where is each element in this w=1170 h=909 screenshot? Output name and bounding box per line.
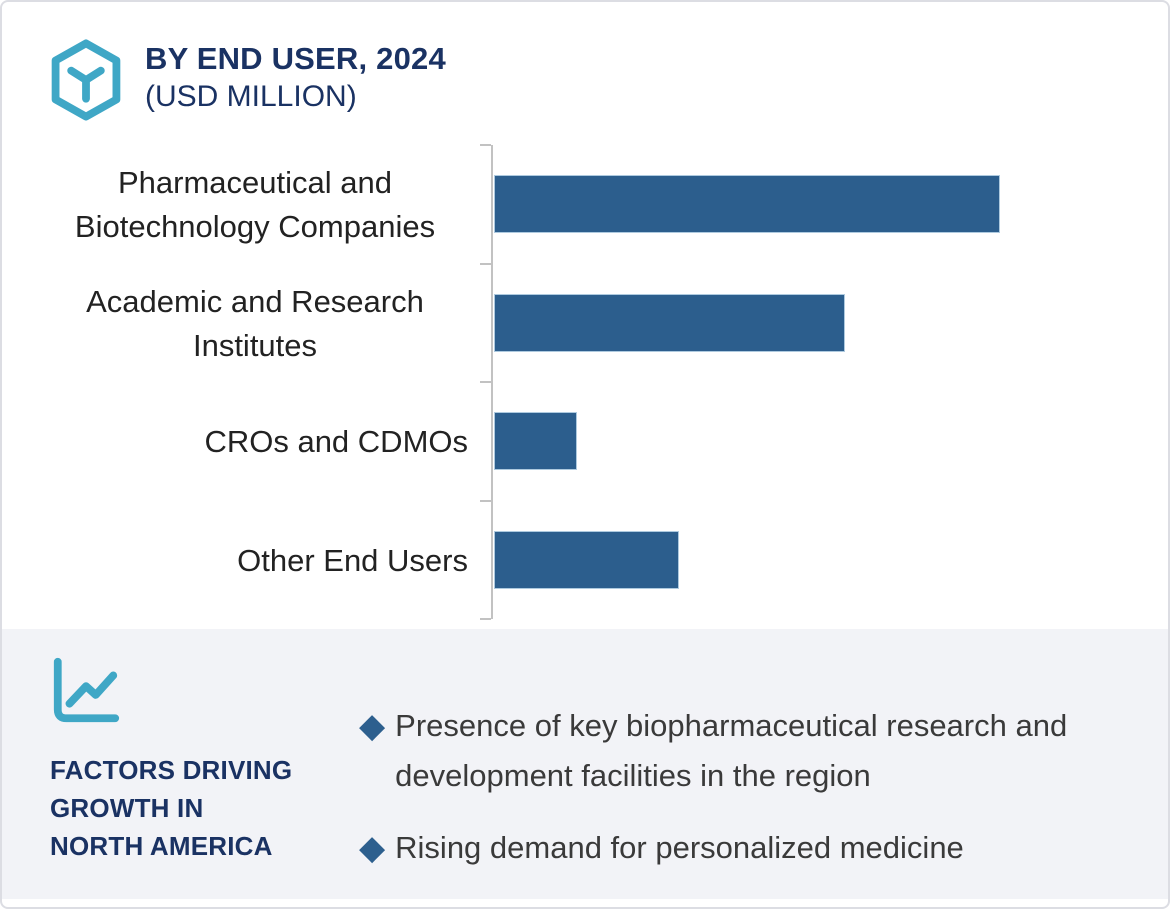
list-item: ◆ Presence of key biopharmaceutical rese… bbox=[359, 701, 1095, 801]
factors-heading-line: NORTH AMERICA bbox=[50, 831, 273, 861]
chart-area: Pharmaceutical and Biotechnology Compani… bbox=[2, 2, 1168, 629]
bar-1 bbox=[494, 175, 1000, 233]
axis-tick bbox=[480, 144, 491, 146]
factors-heading-line: FACTORS DRIVING bbox=[50, 755, 293, 785]
bar-4 bbox=[494, 531, 679, 589]
diamond-bullet-icon: ◆ bbox=[359, 829, 386, 867]
axis-tick bbox=[480, 381, 491, 383]
category-label: CROs and CDMOs bbox=[204, 423, 468, 459]
bullet-text: Presence of key biopharmaceutical resear… bbox=[395, 708, 1068, 793]
category-label: Academic and Research Institutes bbox=[86, 283, 424, 363]
category-axis-line bbox=[491, 145, 493, 619]
page-title: BY END USER, 2024 (USD MILLION) bbox=[145, 38, 446, 116]
chart-units: (USD MILLION) bbox=[145, 80, 357, 113]
factors-heading-line: GROWTH IN bbox=[50, 793, 204, 823]
factors-heading: FACTORS DRIVING GROWTH IN NORTH AMERICA bbox=[50, 751, 292, 865]
line-chart-icon bbox=[53, 657, 120, 723]
hexagon-cube-icon bbox=[51, 39, 121, 121]
diamond-bullet-icon: ◆ bbox=[359, 707, 386, 745]
axis-tick bbox=[480, 263, 491, 265]
chart-header: BY END USER, 2024 (USD MILLION) bbox=[47, 38, 446, 122]
category-label: Pharmaceutical and Biotechnology Compani… bbox=[74, 164, 436, 244]
factors-bullet-list: ◆ Presence of key biopharmaceutical rese… bbox=[359, 701, 1095, 873]
chart-title: BY END USER, 2024 bbox=[145, 41, 446, 76]
category-label: Other End Users bbox=[237, 542, 468, 578]
bar-2 bbox=[494, 294, 845, 352]
list-item: ◆ Rising demand for personalized medicin… bbox=[359, 823, 1095, 873]
axis-tick bbox=[480, 500, 491, 502]
bar-3 bbox=[494, 412, 577, 470]
bullet-text: Rising demand for personalized medicine bbox=[395, 830, 964, 865]
axis-tick bbox=[480, 618, 491, 620]
factors-panel: FACTORS DRIVING GROWTH IN NORTH AMERICA … bbox=[2, 629, 1168, 899]
